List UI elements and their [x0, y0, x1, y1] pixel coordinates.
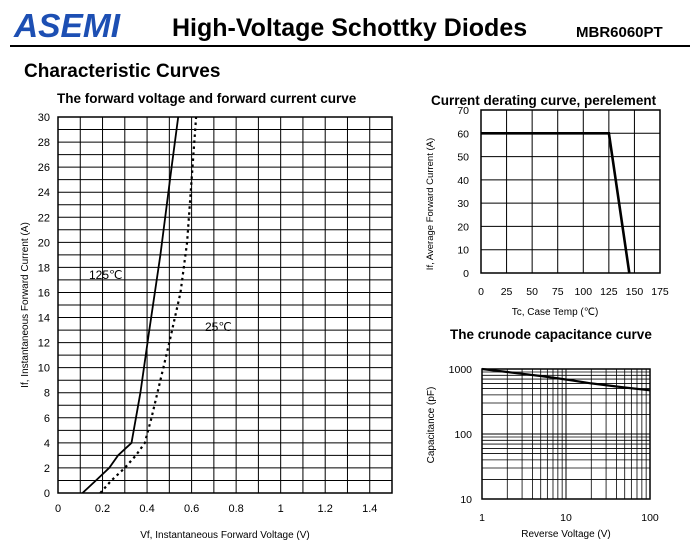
fwd-x-axis-label: Vf, Instantaneous Forward Voltage (V)	[140, 530, 310, 541]
fwd-x-tick-label: 0.2	[95, 503, 110, 515]
fwd-x-tick-label: 0	[55, 503, 61, 515]
fwd-y-tick-label: 0	[44, 488, 50, 500]
annotation-25c: 25℃	[205, 320, 232, 334]
cap-curve-line	[481, 367, 651, 392]
derate-x-tick-label: 175	[651, 286, 669, 298]
section-title: Characteristic Curves	[24, 61, 221, 82]
fwd-y-tick-label: 22	[38, 212, 50, 224]
derate-plot-frame	[480, 109, 661, 274]
derate-chart-title: Current derating curve, perelement	[431, 93, 657, 108]
part-number: MBR6060PT	[576, 24, 663, 41]
fwd-y-tick-label: 12	[38, 338, 50, 350]
derate-y-tick-label: 10	[457, 245, 469, 257]
document-title: High-Voltage Schottky Diodes	[172, 14, 528, 42]
derate-y-axis-label: If, Average Forward Current (A)	[425, 138, 436, 270]
derate-x-tick-label: 150	[626, 286, 644, 298]
derate-y-tick-label: 60	[457, 128, 469, 140]
derate-y-tick-label: 30	[457, 198, 469, 210]
derate-x-tick-label: 0	[478, 286, 484, 298]
derate-y-tick-label: 50	[457, 152, 469, 164]
fwd-y-tick-label: 8	[44, 388, 50, 400]
derate-y-tick-label: 40	[457, 175, 469, 187]
fwd-y-tick-label: 30	[38, 112, 50, 124]
cap-y-tick-label: 10	[460, 494, 472, 506]
derate-x-axis-label: Tc, Case Temp (℃)	[512, 307, 599, 318]
fwd-x-tick-label: 1.2	[318, 503, 333, 515]
derate-x-tick-label: 50	[526, 286, 538, 298]
derate-x-tick-label: 125	[600, 286, 618, 298]
fwd-y-tick-label: 24	[38, 187, 50, 199]
derate-curve-line	[481, 132, 631, 274]
cap-x-axis-label: Reverse Voltage (V)	[521, 529, 611, 540]
cap-y-axis-label: Capacitance (pF)	[426, 387, 437, 464]
cap-x-tick-label: 100	[641, 512, 659, 524]
fwd-y-tick-label: 10	[38, 363, 50, 375]
derate-y-tick-label: 70	[457, 105, 469, 117]
fwd-y-tick-label: 2	[44, 463, 50, 475]
fwd-y-tick-label: 14	[38, 313, 50, 325]
fwd-y-axis-label: If, Instantaneous Forward Current (A)	[20, 222, 31, 388]
fwd-y-tick-label: 4	[44, 438, 50, 450]
fwd-x-tick-label: 0.8	[228, 503, 243, 515]
fwd-y-tick-label: 20	[38, 237, 50, 249]
derate-y-tick-label: 0	[463, 268, 469, 280]
fwd-y-tick-label: 18	[38, 262, 50, 274]
cap-chart-title: The crunode capacitance curve	[450, 327, 652, 342]
cap-plot-frame	[481, 368, 651, 500]
series-125c-line	[81, 116, 180, 494]
fwd-y-tick-label: 6	[44, 413, 50, 425]
brand-logo-text: ASEMI	[13, 8, 121, 42]
asemi-logo: ASEMI	[13, 8, 121, 42]
cap-y-tick-label: 1000	[449, 364, 473, 376]
annotation-125c: 125℃	[89, 268, 123, 282]
fwd-x-tick-label: 1.4	[362, 503, 377, 515]
fwd-x-tick-label: 0.4	[139, 503, 154, 515]
fwd-x-tick-label: 0.6	[184, 503, 199, 515]
fwd-y-tick-label: 28	[38, 137, 50, 149]
derate-x-tick-label: 25	[501, 286, 513, 298]
fwd-y-tick-label: 26	[38, 162, 50, 174]
fwd-chart-title: The forward voltage and forward current …	[57, 91, 357, 106]
cap-x-tick-label: 10	[560, 512, 572, 524]
derate-x-tick-label: 100	[575, 286, 593, 298]
cap-y-tick-label: 100	[454, 429, 472, 441]
series-25c-line	[99, 116, 198, 494]
fwd-y-tick-label: 16	[38, 287, 50, 299]
derate-y-tick-label: 20	[457, 221, 469, 233]
fwd-x-tick-label: 1	[278, 503, 284, 515]
header-divider	[10, 45, 690, 47]
derate-x-tick-label: 75	[552, 286, 564, 298]
fwd-plot-frame	[57, 116, 393, 494]
cap-x-tick-label: 1	[479, 512, 485, 524]
